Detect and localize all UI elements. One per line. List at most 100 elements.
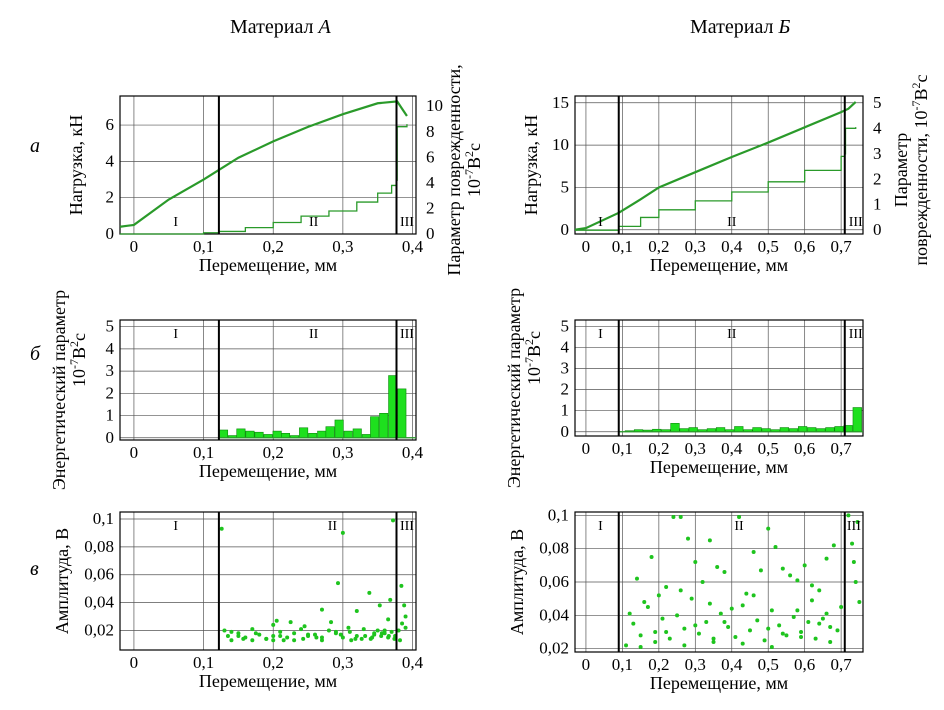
x-tick-label: 0 xyxy=(582,655,591,674)
row-label-a: а xyxy=(30,135,40,157)
amplitude-point xyxy=(278,629,283,634)
amplitude-point xyxy=(693,560,698,564)
plot-frame xyxy=(119,511,417,651)
amplitude-point xyxy=(631,621,636,626)
energy-bar xyxy=(397,388,407,439)
x-tick-label: 0 xyxy=(582,237,591,256)
amplitude-point xyxy=(773,545,778,549)
amplitude-point xyxy=(392,636,397,641)
y-tick-label: 0 xyxy=(106,428,115,447)
x-tick-label: 0,4 xyxy=(721,655,743,674)
y-tick-label: 0 xyxy=(561,220,570,239)
x-axis-label: Перемещение, мм xyxy=(199,671,337,691)
amplitude-point xyxy=(377,603,382,608)
amplitude-point xyxy=(397,638,402,643)
y2-tick-label: 4 xyxy=(426,173,435,192)
amplitude-point xyxy=(306,632,311,637)
y-tick-label: 0 xyxy=(561,422,570,441)
amplitude-point xyxy=(795,578,800,583)
amplitude-point xyxy=(682,643,687,648)
load-line xyxy=(119,100,408,228)
amplitude-point xyxy=(711,640,716,644)
y-tick-label: 10 xyxy=(552,135,569,154)
zone-label: I xyxy=(173,519,178,534)
y-axis-label: Нагрузка, кН xyxy=(521,115,541,215)
amplitude-point xyxy=(281,638,286,643)
y-tick-label: 5 xyxy=(561,316,570,335)
x-tick-label: 0,2 xyxy=(263,237,284,256)
energy-bar xyxy=(825,427,835,433)
amplitude-point xyxy=(747,628,752,633)
y-tick-label: 0,06 xyxy=(539,572,569,591)
y-tick-label: 0,08 xyxy=(84,537,114,556)
energy-bar xyxy=(797,426,808,433)
y-axis-label: Амплитуда, В xyxy=(52,528,72,634)
amplitude-point xyxy=(389,629,394,634)
energy-bar xyxy=(254,431,264,439)
zone-label: II xyxy=(328,519,338,534)
amplitude-point xyxy=(367,590,372,595)
amplitude-point xyxy=(831,543,836,548)
amplitude-point xyxy=(349,638,354,643)
amplitude-point xyxy=(225,634,230,639)
y-tick-label: 4 xyxy=(106,339,115,358)
amplitude-point xyxy=(824,556,829,561)
y-axis-label: Энергетический параметр xyxy=(49,290,69,490)
amplitude-point xyxy=(346,625,351,630)
amplitude-point xyxy=(769,645,774,649)
zone-label: II xyxy=(734,519,744,534)
y-tick-label: 0,02 xyxy=(84,620,114,639)
amplitude-point xyxy=(257,632,262,637)
x-axis-label: Перемещение, мм xyxy=(650,673,788,693)
y2-axis-label: Параметр поврежденности, xyxy=(444,64,464,275)
amplitude-point xyxy=(391,518,396,523)
amplitude-point xyxy=(285,635,290,640)
amplitude-point xyxy=(634,576,639,581)
y2-tick-label: 0 xyxy=(873,220,882,239)
amplitude-point xyxy=(711,636,716,641)
x-tick-label: 0,7 xyxy=(831,439,853,458)
x-tick-label: 0 xyxy=(582,439,591,458)
amplitude-point xyxy=(766,626,771,631)
amplitude-point xyxy=(707,538,712,543)
y2-axis-label: поврежденности, 10-7В2с xyxy=(909,75,931,266)
x-tick-label: 0,1 xyxy=(193,237,214,256)
y2-tick-label: 4 xyxy=(873,118,882,137)
amplitude-point xyxy=(319,635,324,640)
amplitude-point xyxy=(802,563,807,568)
amplitude-point xyxy=(799,630,804,634)
zone-label: II xyxy=(309,327,319,342)
x-tick-label: 0,1 xyxy=(193,443,214,462)
x-axis-label: Перемещение, мм xyxy=(650,457,788,477)
x-tick-label: 0,1 xyxy=(193,653,214,672)
amplitude-point xyxy=(664,630,669,634)
x-tick-label: 0,3 xyxy=(685,655,706,674)
amplitude-point xyxy=(222,628,227,633)
energy-bar xyxy=(245,430,255,439)
amplitude-point xyxy=(678,588,683,593)
amplitude-point xyxy=(857,600,862,604)
amplitude-point xyxy=(271,634,276,639)
amplitude-point xyxy=(627,611,632,616)
y-axis-label: Амплитуда, В xyxy=(507,529,527,635)
amplitude-point xyxy=(740,603,745,608)
plot-frame xyxy=(574,319,864,437)
row-label-c: в xyxy=(30,558,39,580)
amplitude-point xyxy=(354,608,359,613)
energy-bar xyxy=(734,426,744,433)
y2-tick-label: 2 xyxy=(873,169,882,188)
energy-bar xyxy=(236,428,246,439)
amplitude-point xyxy=(326,628,331,633)
amplitude-point xyxy=(733,635,738,639)
plot-frame xyxy=(119,319,417,441)
amplitude-point xyxy=(839,605,844,609)
y-tick-label: 5 xyxy=(561,177,570,196)
amplitude-point xyxy=(851,560,856,564)
energy-bar xyxy=(779,427,789,433)
x-tick-label: 0,2 xyxy=(648,655,669,674)
amplitude-point xyxy=(795,608,800,613)
y-tick-label: 0,04 xyxy=(84,593,114,612)
x-tick-label: 0,7 xyxy=(831,237,853,256)
amplitude-point xyxy=(299,627,304,632)
